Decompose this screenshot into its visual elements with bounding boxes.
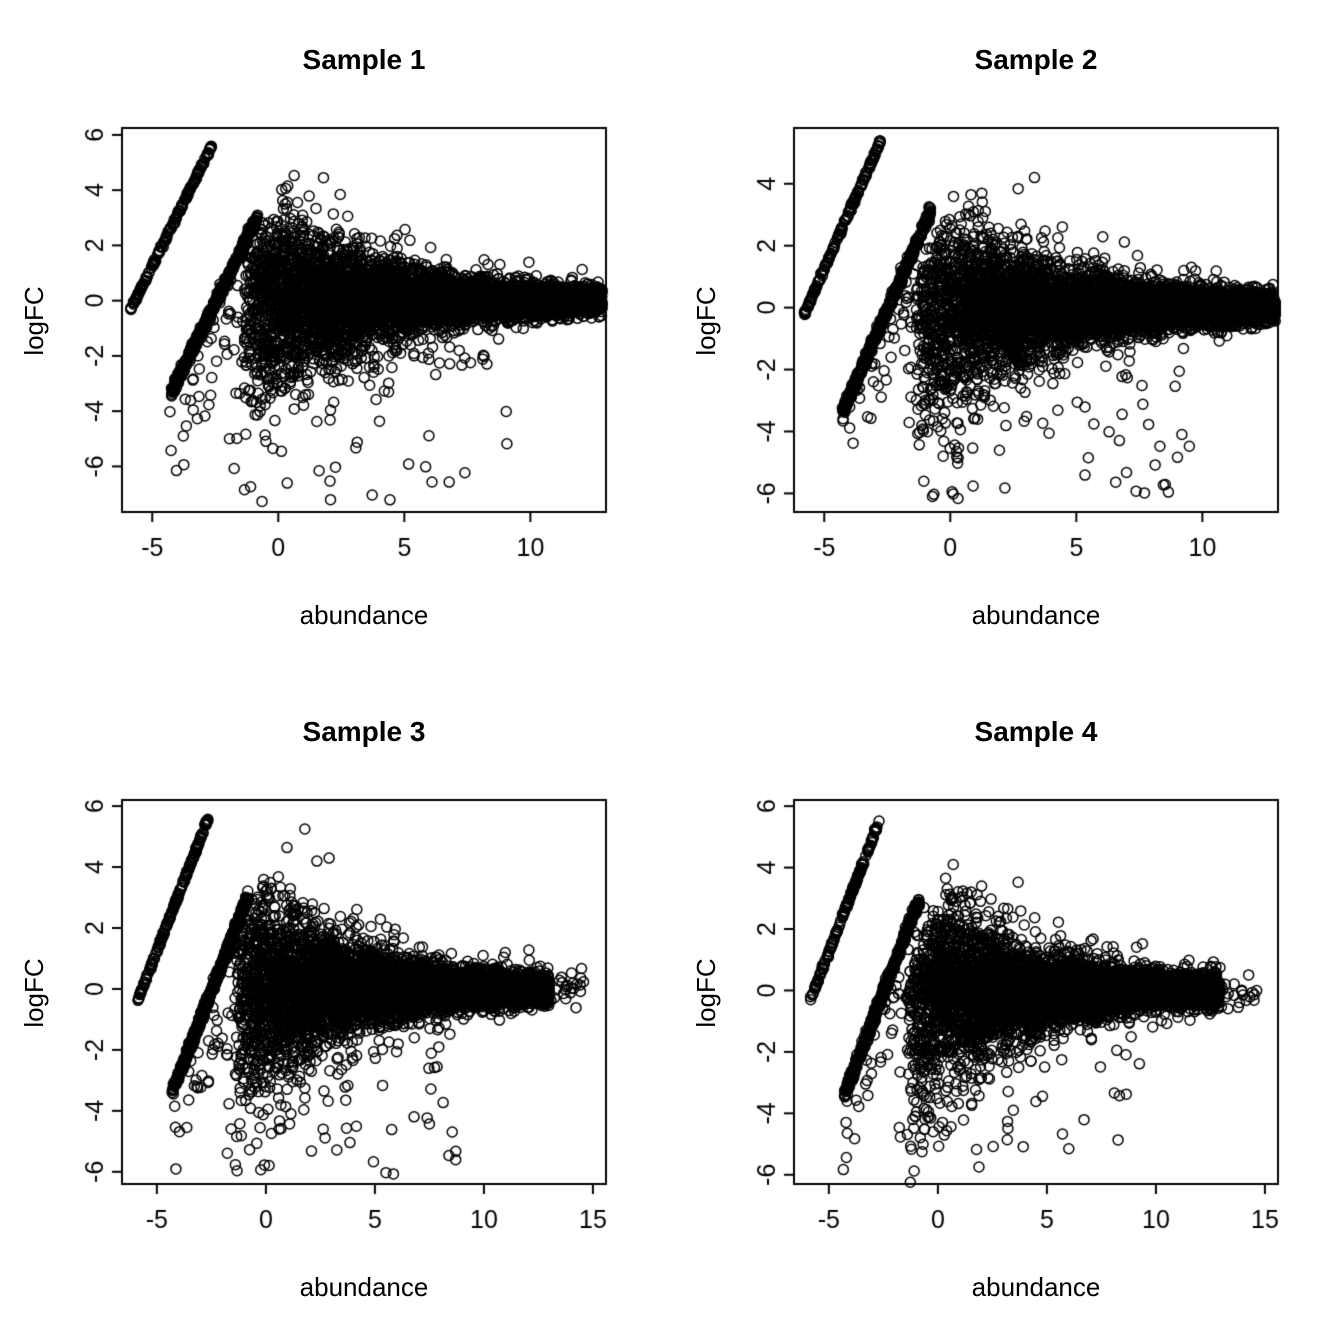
- panel-sample-3: Sample 3 abundance logFC: [0, 672, 672, 1344]
- y-axis-label: logFC: [19, 286, 49, 356]
- x-axis-label: abundance: [299, 600, 429, 630]
- scatter-canvas-sample-4: [672, 672, 1344, 1344]
- x-axis-label: abundance: [971, 1272, 1101, 1302]
- panel-sample-1: Sample 1 abundance logFC: [0, 0, 672, 672]
- x-axis-label: abundance: [299, 1272, 429, 1302]
- chart-title: Sample 2: [974, 44, 1098, 75]
- scatter-canvas-sample-1: [0, 0, 672, 672]
- chart-title: Sample 3: [302, 716, 426, 747]
- x-axis-label: abundance: [971, 600, 1101, 630]
- y-axis-label: logFC: [691, 958, 721, 1028]
- y-axis-label: logFC: [19, 958, 49, 1028]
- panel-sample-2: Sample 2 abundance logFC: [672, 0, 1344, 672]
- panel-sample-4: Sample 4 abundance logFC: [672, 672, 1344, 1344]
- chart-title: Sample 1: [302, 44, 426, 75]
- scatter-canvas-sample-3: [0, 672, 672, 1344]
- scatter-canvas-sample-2: [672, 0, 1344, 672]
- y-axis-label: logFC: [691, 286, 721, 356]
- chart-title: Sample 4: [974, 716, 1098, 747]
